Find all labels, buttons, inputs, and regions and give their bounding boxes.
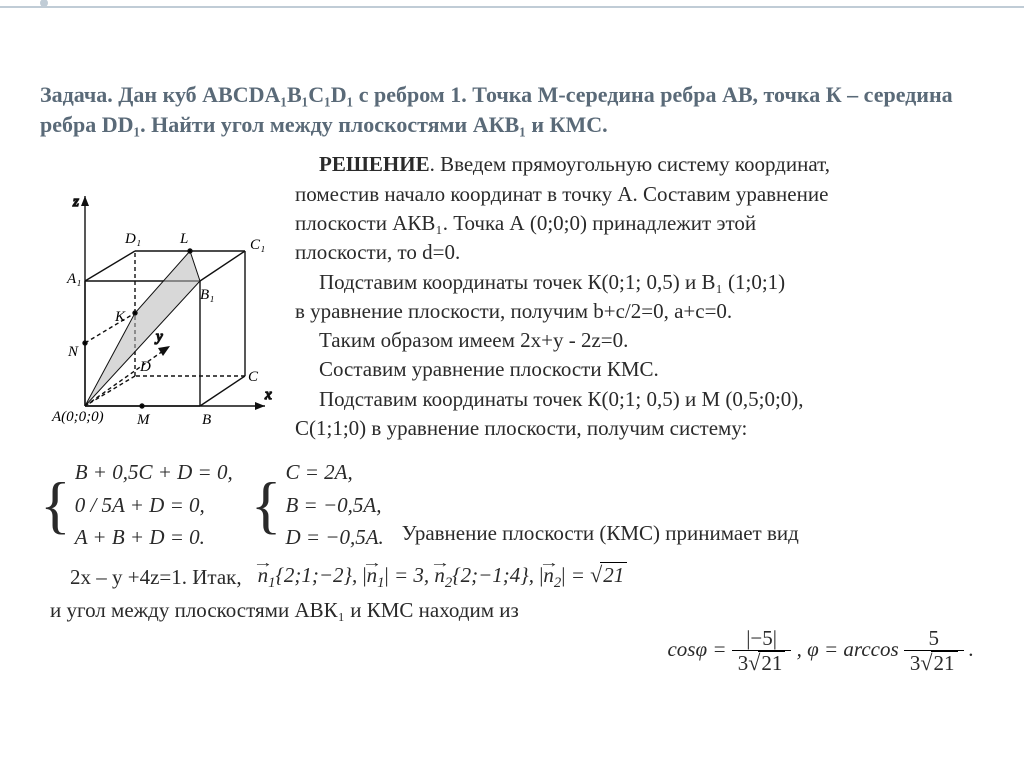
solution-heading: РЕШЕНИЕ [319,152,430,176]
sys2-e3: D = −0,5A. [285,521,383,554]
angle-line: и угол между плоскостями АВК₁ и КМС нахо… [40,598,984,623]
slide: Задача. Дан куб ABCDA₁B₁C₁D₁ с ребром 1.… [0,0,1024,716]
sol-l5: Подставим координаты точек К(0;1; 0,5) и… [295,269,984,296]
sol-l4: плоскости, то d=0. [295,239,984,266]
final-formula: cosφ = |−5|321 , φ = arccos 5321 . [40,627,984,675]
sol-l9: Подставим координаты точек К(0;1; 0,5) и… [295,386,984,413]
solution-text-block: РЕШЕНИЕ. Введем прямоугольную систему ко… [295,151,984,444]
svg-text:C₁: C₁ [250,237,265,253]
sys1-e3: A + B + D = 0. [75,521,233,554]
svg-text:L: L [179,231,188,247]
svg-text:x: x [264,387,272,403]
system-tail-text: Уравнение плоскости (КМС) принимает вид [402,521,799,554]
svg-text:D: D [139,359,151,375]
itak-line: 2x – y +4z=1. Итак, n1{2;1;−2}, n1 = 3, … [40,562,984,592]
system-2: { C = 2A, B = −0,5A, D = −0,5A. [251,456,384,554]
sol-l2: поместив начало координат в точку А. Сос… [295,181,984,208]
sol-l6: в уравнение плоскости, получим b+c/2=0, … [295,298,984,325]
svg-text:z: z [72,194,79,210]
svg-text:A₁: A₁ [66,271,81,287]
svg-text:N: N [67,344,79,360]
itak-pre: 2x – y +4z=1. Итак, [40,565,242,590]
sol-l7: Таким образом имеем 2x+y - 2z=0. [295,327,984,354]
cube-diagram: z x y [40,151,285,446]
svg-text:D₁: D₁ [124,231,141,247]
sol-l10: С(1;1;0) в уравнение плоскости, получим … [295,415,984,442]
problem-title: Задача. Дан куб ABCDA₁B₁C₁D₁ с ребром 1.… [40,80,984,139]
svg-text:C: C [248,369,259,385]
svg-text:B: B [202,412,211,428]
system-1: { B + 0,5C + D = 0, 0 / 5A + D = 0, A + … [40,456,233,554]
svg-text:K: K [114,309,126,325]
vectors-expression: n1{2;1;−2}, n1 = 3, n2{2;−1;4}, n2 = 21 [258,562,628,592]
content-row-1: z x y [40,151,984,446]
top-border [0,0,1024,8]
svg-text:y: y [154,329,163,345]
sys2-e2: B = −0,5A, [285,489,383,522]
svg-text:A(0;0;0): A(0;0;0) [51,409,104,425]
sol-l3: плоскости АКВ₁. Точка А (0;0;0) принадле… [295,210,984,237]
sys1-e2: 0 / 5A + D = 0, [75,489,233,522]
sol-l1: . Введем прямоугольную систему координат… [430,152,830,176]
svg-text:B₁: B₁ [200,287,214,303]
sol-l8: Составим уравнение плоскости КМС. [295,356,984,383]
equation-systems-row: { B + 0,5C + D = 0, 0 / 5A + D = 0, A + … [40,456,984,554]
svg-text:M: M [136,412,151,428]
sys1-e1: B + 0,5C + D = 0, [75,456,233,489]
sys2-e1: C = 2A, [285,456,383,489]
